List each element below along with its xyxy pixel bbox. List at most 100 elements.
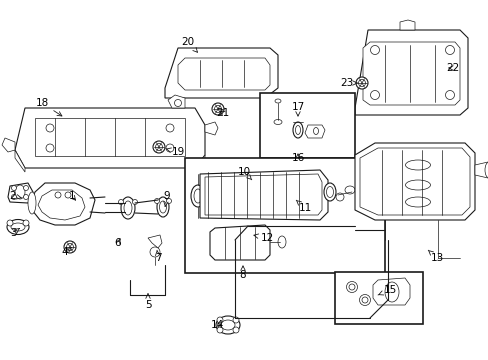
Polygon shape: [200, 170, 327, 220]
Polygon shape: [15, 108, 204, 168]
Circle shape: [359, 294, 370, 306]
Ellipse shape: [292, 122, 303, 138]
Circle shape: [12, 194, 17, 199]
Polygon shape: [399, 20, 414, 30]
Text: 1: 1: [68, 191, 76, 201]
Polygon shape: [178, 58, 269, 90]
Circle shape: [212, 103, 224, 115]
Circle shape: [217, 317, 223, 323]
Circle shape: [23, 220, 29, 226]
Text: 21: 21: [216, 108, 229, 118]
Polygon shape: [204, 174, 321, 215]
Ellipse shape: [345, 186, 354, 194]
Ellipse shape: [15, 185, 25, 199]
Text: 6: 6: [115, 238, 121, 248]
Ellipse shape: [121, 197, 135, 219]
Polygon shape: [164, 48, 278, 98]
Circle shape: [154, 198, 159, 203]
Bar: [260, 93, 354, 158]
Text: 11: 11: [296, 200, 311, 213]
Circle shape: [46, 144, 54, 152]
Text: 16: 16: [291, 153, 304, 163]
Ellipse shape: [313, 127, 318, 135]
Ellipse shape: [274, 99, 281, 103]
Ellipse shape: [124, 201, 132, 215]
Text: 10: 10: [237, 167, 251, 180]
Circle shape: [174, 99, 181, 107]
Polygon shape: [2, 138, 15, 152]
Bar: [35, 118, 184, 156]
Polygon shape: [204, 122, 218, 135]
Circle shape: [23, 185, 28, 190]
Polygon shape: [209, 225, 269, 260]
Polygon shape: [362, 42, 459, 105]
Bar: [184, 158, 384, 273]
Circle shape: [12, 185, 17, 190]
Circle shape: [445, 45, 453, 54]
Circle shape: [335, 193, 343, 201]
Ellipse shape: [157, 197, 169, 217]
Circle shape: [370, 45, 379, 54]
Text: 18: 18: [35, 98, 62, 116]
Polygon shape: [305, 125, 325, 138]
Polygon shape: [359, 148, 469, 215]
Text: 22: 22: [446, 63, 459, 73]
Circle shape: [361, 297, 367, 303]
Text: 3: 3: [10, 228, 20, 238]
Ellipse shape: [7, 220, 29, 234]
Polygon shape: [354, 143, 474, 220]
Circle shape: [232, 327, 239, 333]
Circle shape: [370, 90, 379, 99]
Ellipse shape: [278, 236, 285, 248]
Text: 4: 4: [61, 247, 71, 257]
Ellipse shape: [159, 201, 166, 213]
Text: 7: 7: [154, 250, 161, 263]
Ellipse shape: [405, 197, 429, 207]
Text: 20: 20: [181, 37, 197, 52]
Circle shape: [7, 220, 13, 226]
Circle shape: [153, 141, 164, 153]
Circle shape: [150, 247, 160, 257]
Text: 23: 23: [340, 78, 356, 88]
Circle shape: [348, 284, 354, 290]
Circle shape: [358, 80, 365, 86]
Bar: [334, 272, 422, 324]
Circle shape: [118, 199, 123, 204]
Circle shape: [445, 90, 453, 99]
Circle shape: [65, 192, 71, 198]
Circle shape: [346, 282, 357, 292]
Polygon shape: [15, 150, 25, 172]
Polygon shape: [195, 155, 204, 172]
Text: 13: 13: [427, 250, 443, 263]
Ellipse shape: [28, 192, 36, 214]
Ellipse shape: [194, 189, 202, 203]
Polygon shape: [168, 95, 184, 108]
Polygon shape: [148, 235, 162, 248]
Text: 12: 12: [253, 233, 273, 243]
Circle shape: [66, 243, 73, 251]
Text: 2: 2: [10, 191, 22, 201]
Circle shape: [214, 105, 221, 113]
Circle shape: [232, 317, 239, 323]
Ellipse shape: [11, 223, 25, 231]
Ellipse shape: [405, 160, 429, 170]
Text: 19: 19: [165, 147, 184, 157]
Ellipse shape: [324, 183, 335, 201]
Text: 15: 15: [377, 285, 396, 295]
Ellipse shape: [191, 185, 204, 207]
Polygon shape: [354, 30, 467, 115]
Ellipse shape: [384, 282, 398, 302]
Circle shape: [155, 144, 162, 150]
Ellipse shape: [405, 180, 429, 190]
Circle shape: [165, 144, 174, 152]
Circle shape: [132, 199, 137, 204]
Ellipse shape: [221, 320, 235, 330]
Text: 17: 17: [291, 102, 304, 116]
Text: 9: 9: [163, 191, 170, 207]
Circle shape: [165, 124, 174, 132]
Ellipse shape: [326, 186, 333, 198]
Text: 8: 8: [239, 266, 246, 280]
Ellipse shape: [216, 316, 240, 334]
Polygon shape: [8, 183, 33, 203]
Circle shape: [355, 77, 367, 89]
